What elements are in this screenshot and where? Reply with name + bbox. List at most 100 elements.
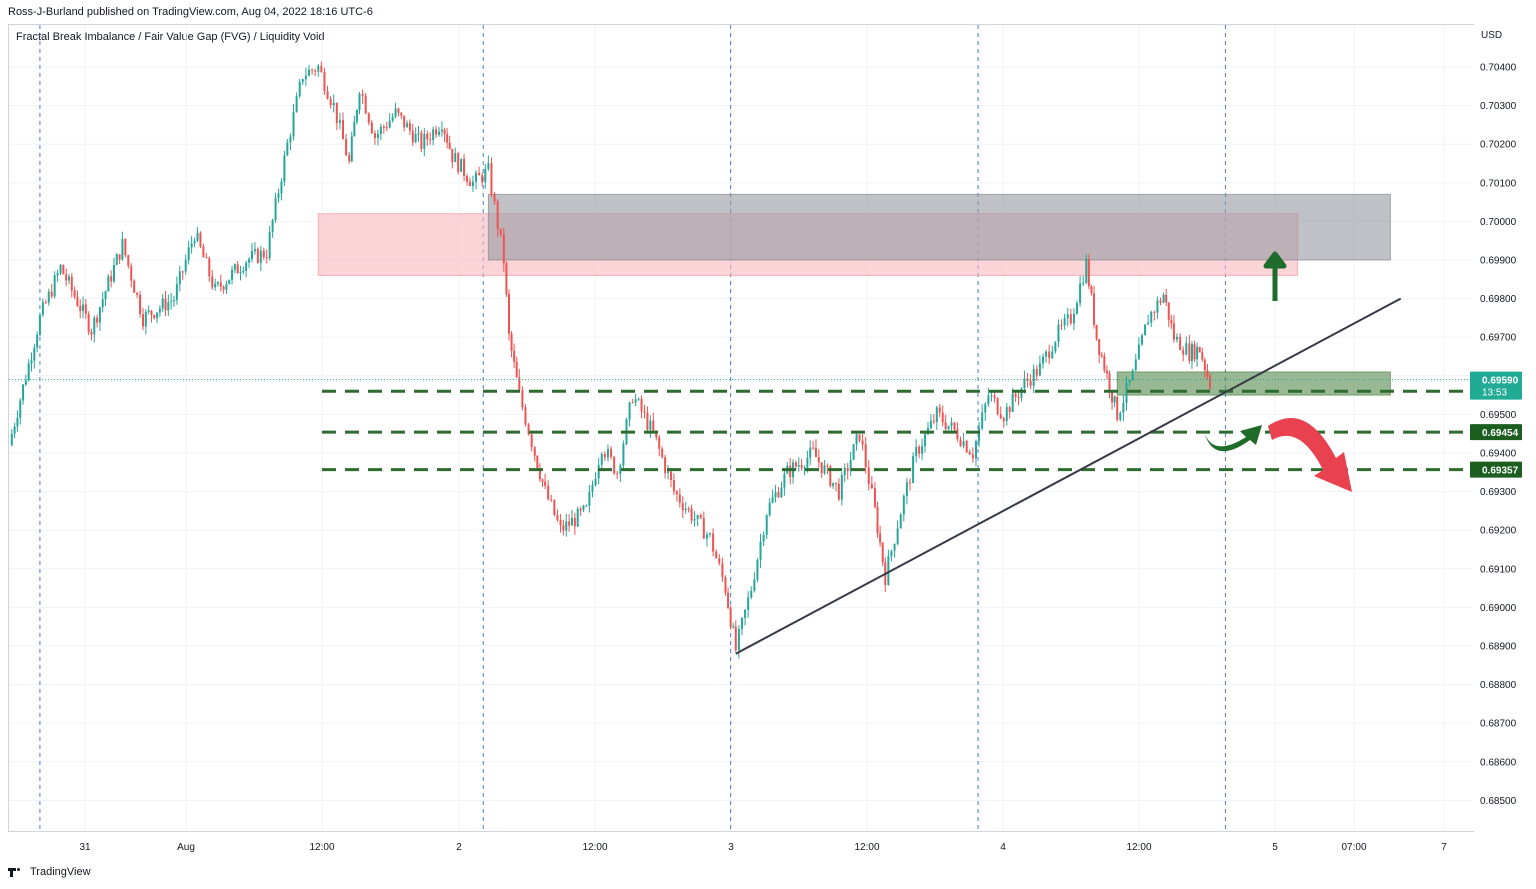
candle-bearish — [370, 122, 373, 134]
candle-bullish — [582, 505, 585, 511]
candle-bearish — [1100, 354, 1103, 357]
candle-bullish — [740, 617, 743, 630]
candle-bullish — [637, 398, 640, 400]
candle-bullish — [432, 129, 435, 141]
candle-bearish — [208, 258, 211, 277]
candle-bullish — [1156, 300, 1159, 313]
candle-bullish — [304, 75, 307, 80]
candle-bearish — [616, 473, 619, 475]
candle-bearish — [1017, 397, 1020, 399]
y-tick-label: 0.69500 — [1480, 410, 1517, 421]
level-price-label: 0.69357 — [1482, 466, 1519, 477]
candle-bearish — [142, 314, 145, 327]
candle-bearish — [909, 482, 912, 484]
candle-bearish — [496, 201, 499, 229]
candle-bullish — [1085, 259, 1088, 283]
candle-bullish — [1196, 347, 1199, 360]
candle-bullish — [1131, 370, 1134, 381]
candle-bearish — [678, 494, 681, 503]
candle-bearish — [643, 411, 646, 413]
candle-bullish — [978, 428, 981, 442]
candle-bearish — [1108, 373, 1111, 393]
candle-bearish — [342, 120, 345, 140]
candle-bearish — [956, 429, 959, 440]
candle-bullish — [768, 502, 771, 516]
candle-bullish — [849, 459, 852, 472]
candle-bearish — [443, 129, 446, 135]
candle-bearish — [826, 465, 829, 467]
candle-bearish — [1172, 323, 1175, 340]
candle-bearish — [1035, 369, 1038, 376]
publish-header: Ross-J-Burland published on TradingView.… — [8, 6, 373, 18]
candle-bearish — [864, 444, 867, 468]
candle-bearish — [918, 446, 921, 454]
candle-bearish — [553, 499, 556, 516]
candle-bullish — [161, 298, 164, 309]
candle-bearish — [794, 462, 797, 467]
candle-bullish — [823, 465, 826, 474]
x-tick-label: 12:00 — [1126, 842, 1151, 853]
candle-bearish — [814, 447, 817, 458]
candle-bullish — [774, 492, 777, 498]
candle-bullish — [190, 243, 193, 248]
candle-bearish — [530, 434, 533, 448]
candle-bearish — [133, 280, 136, 293]
candle-bullish — [93, 317, 96, 335]
candle-bearish — [613, 456, 616, 474]
candle-bullish — [379, 126, 382, 134]
candle-bullish — [239, 272, 242, 274]
candle-bullish — [358, 93, 361, 111]
candle-bullish — [893, 543, 896, 551]
candle-bearish — [1014, 393, 1017, 398]
candle-bearish — [675, 491, 678, 495]
candle-bearish — [345, 139, 348, 156]
curved-down-arrow-icon — [1268, 417, 1352, 492]
candle-bearish — [718, 558, 721, 564]
candle-bullish — [667, 471, 670, 474]
candle-bullish — [806, 457, 809, 468]
candle-bullish — [216, 282, 219, 284]
candle-bullish — [684, 508, 687, 511]
candle-bullish — [187, 247, 190, 261]
candle-bullish — [184, 260, 187, 272]
candle-bullish — [1162, 294, 1165, 303]
candle-bullish — [634, 399, 637, 403]
support-zone — [1116, 371, 1391, 396]
candle-bullish — [974, 441, 977, 459]
level-price-tag — [1470, 424, 1522, 441]
candle-bearish — [451, 148, 454, 163]
candle-bullish — [417, 132, 420, 134]
candle-bullish — [597, 464, 600, 479]
candle-bullish — [121, 238, 124, 260]
countdown-label: 13:53 — [1482, 388, 1507, 399]
footer: TradingView — [8, 866, 91, 878]
candle-bullish — [1125, 382, 1128, 403]
y-tick-label: 0.70000 — [1480, 217, 1517, 228]
candle-bullish — [896, 528, 899, 544]
candle-bullish — [1032, 369, 1035, 386]
candle-bearish — [1165, 294, 1168, 303]
candle-bearish — [130, 265, 133, 281]
candle-bearish — [968, 452, 971, 455]
candle-bullish — [797, 465, 800, 467]
candle-bullish — [962, 441, 965, 446]
footer-brand: TradingView — [30, 866, 91, 878]
candle-bearish — [429, 139, 432, 141]
candle-bearish — [861, 440, 864, 445]
candle-bearish — [150, 310, 153, 316]
y-tick-label: 0.69000 — [1480, 603, 1517, 614]
candle-bullish — [1122, 402, 1125, 413]
candle-bullish — [47, 291, 50, 303]
candle-bullish — [990, 395, 993, 397]
candle-bullish — [693, 519, 696, 521]
candle-bullish — [231, 269, 234, 280]
candle-bearish — [721, 563, 724, 578]
candle-bearish — [505, 263, 508, 295]
candle-bearish — [1201, 352, 1204, 360]
candle-bullish — [747, 597, 750, 610]
candle-bullish — [622, 443, 625, 466]
candle-bearish — [1188, 343, 1191, 361]
y-tick-label: 0.68800 — [1480, 680, 1517, 691]
x-tick-label: 7 — [1441, 842, 1447, 853]
